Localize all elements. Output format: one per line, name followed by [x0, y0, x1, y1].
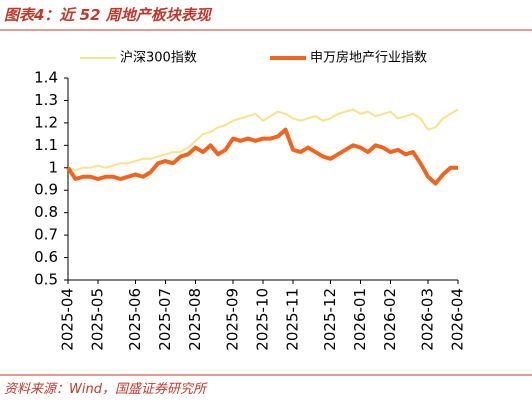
legend-label: 沪深300指数 [120, 50, 197, 66]
x-tick-label: 2025-12 [321, 288, 339, 351]
x-tick-label: 2025-06 [126, 288, 144, 351]
x-tick-label: 2025-08 [186, 288, 204, 351]
y-tick-label: 0.9 [34, 181, 58, 199]
y-tick-label: 1.3 [34, 91, 58, 109]
y-tick-label: 1.1 [34, 136, 58, 154]
y-tick-label: 0.8 [34, 203, 58, 221]
source-note: 资料来源：Wind，国盛证券研究所 [4, 381, 208, 397]
y-tick-label: 1.4 [34, 69, 58, 87]
chart-title: 图表4：近 52 周地产板块表现 [4, 6, 213, 24]
x-tick-label: 2025-05 [89, 288, 107, 351]
y-tick-label: 1 [48, 158, 58, 176]
x-tick-label: 2026-01 [351, 288, 369, 351]
x-tick-label: 2025-10 [254, 288, 272, 351]
y-tick-label: 0.5 [34, 271, 58, 289]
y-tick-label: 1.2 [34, 113, 58, 131]
series-line [67, 108, 459, 172]
y-tick-label: 0.6 [34, 248, 58, 266]
x-tick-label: 2026-04 [449, 288, 467, 351]
x-tick-label: 2025-07 [156, 288, 174, 351]
legend-label: 申万房地产行业指数 [310, 50, 427, 66]
x-tick-label: 2026-03 [419, 288, 437, 351]
x-tick-label: 2025-04 [59, 288, 77, 351]
series-line [66, 127, 458, 186]
y-tick-label: 0.7 [34, 226, 58, 244]
x-tick-label: 2026-02 [381, 288, 399, 351]
x-tick-label: 2025-11 [284, 288, 302, 351]
x-tick-label: 2025-09 [224, 288, 242, 351]
